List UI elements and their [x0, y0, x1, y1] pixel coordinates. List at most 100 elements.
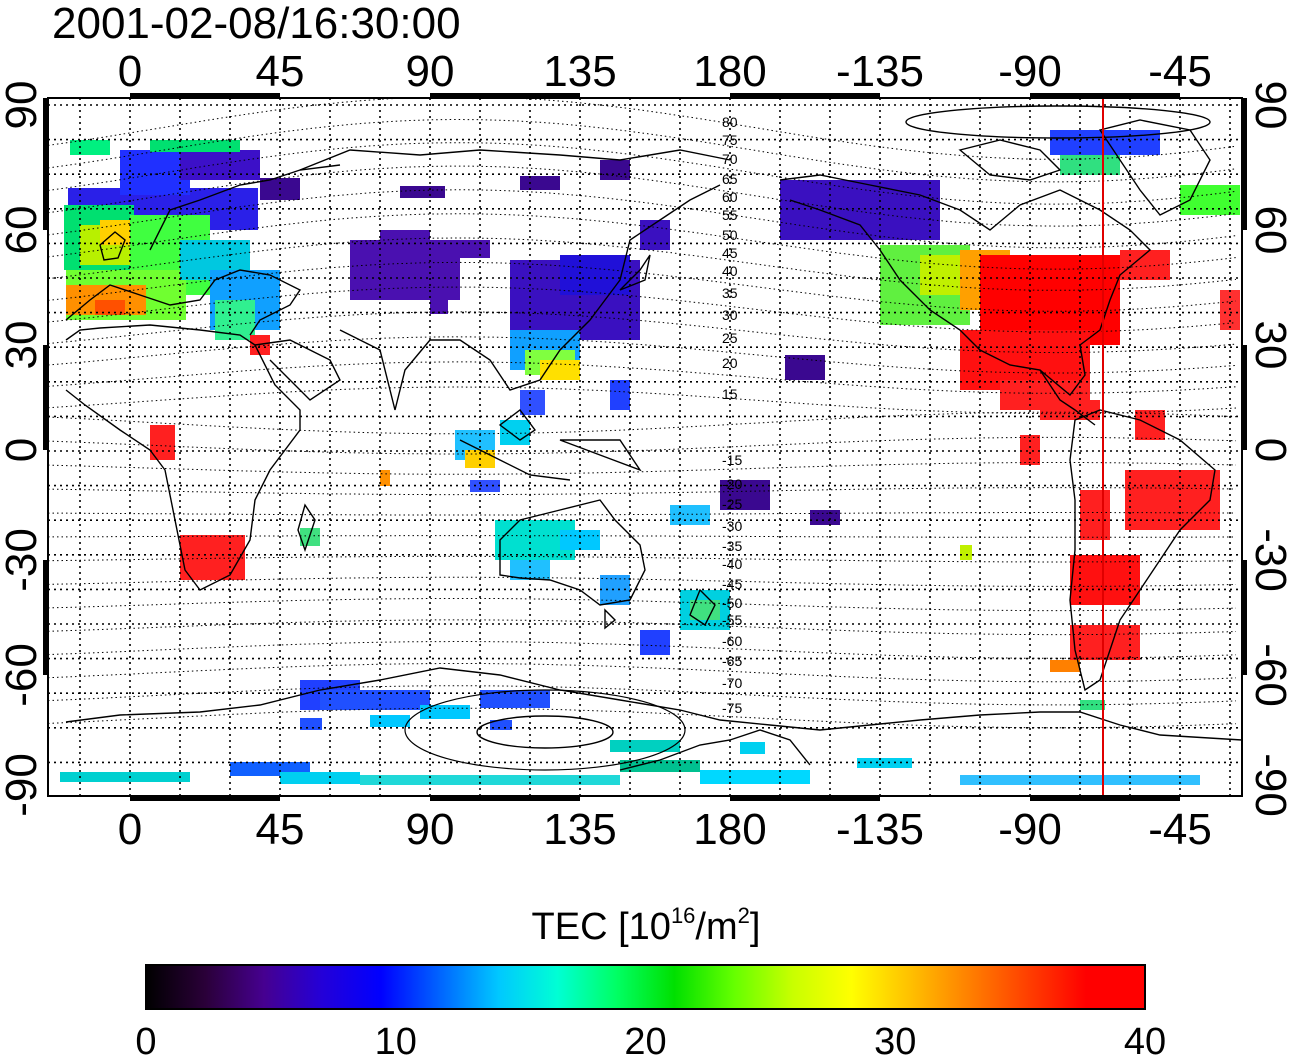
mlat-label: -25 — [722, 496, 742, 512]
mlat-label: 45 — [722, 245, 738, 261]
lat-tick-label-left: 0 — [0, 438, 46, 462]
mlat-label: -45 — [722, 576, 742, 592]
frame-bar — [1241, 345, 1247, 450]
colorbar-tick-label: 0 — [135, 1021, 156, 1057]
mlat-label: 20 — [722, 355, 738, 371]
colorbar-tick-label: 40 — [1124, 1021, 1166, 1057]
lat-tick-label-right: 90 — [1246, 81, 1292, 130]
lon-tick-label-bottom: -90 — [998, 805, 1062, 854]
mlat-label: -65 — [722, 653, 742, 669]
mlat-label: -70 — [722, 675, 742, 691]
lat-tick-label-right: 30 — [1246, 321, 1292, 370]
lat-tick-label-left: 60 — [0, 206, 46, 255]
lon-tick-label-bottom: -135 — [836, 805, 924, 854]
mlat-contour — [48, 462, 1237, 475]
mlat-label: 30 — [722, 307, 738, 323]
lat-tick-label-left: -30 — [0, 528, 46, 592]
colorbar-tick-labels: 0 10 20 30 40 — [135, 1021, 1166, 1057]
lat-tick-label-left: -90 — [0, 753, 46, 817]
frame-ticks — [43, 93, 1247, 801]
lat-lon-grid — [48, 98, 1242, 796]
mlat-label: -75 — [722, 700, 742, 716]
north-magnetic-pole-oval — [905, 105, 1211, 139]
colorbar-tick-label: 30 — [874, 1021, 916, 1057]
colorbar-tick-label: 20 — [624, 1021, 666, 1057]
mlat-contour — [48, 576, 1237, 587]
mlat-contour — [48, 411, 1237, 435]
mlat-label: 25 — [722, 330, 738, 346]
lon-tick-label-top: -90 — [998, 47, 1062, 96]
frame-bar — [43, 560, 49, 675]
mlat-label: 75 — [722, 132, 738, 148]
mlat-contour — [48, 213, 1237, 270]
frame-bar — [1241, 98, 1247, 230]
lon-tick-label-bottom: 90 — [406, 805, 455, 854]
mlat-label: 35 — [722, 285, 738, 301]
frame-bar — [43, 98, 49, 230]
mlat-contour — [48, 261, 1237, 312]
mlat-contour — [48, 311, 1237, 354]
colorbar-title: TEC [1016/m2] — [531, 903, 761, 949]
lon-tick-label-bottom: 0 — [118, 805, 142, 854]
mlat-contour — [48, 641, 1237, 659]
lon-tick-label-top: 180 — [693, 47, 766, 96]
lon-tick-label-top: -45 — [1148, 47, 1212, 96]
lon-tick-label-top: 135 — [543, 47, 616, 96]
mlat-label: 50 — [722, 227, 738, 243]
colorbar — [145, 964, 1146, 1010]
tec-observations — [60, 130, 1240, 785]
mlat-contour — [48, 386, 1237, 415]
tick-labels: 0045459090135135180180-135-135-90-90-45-… — [0, 47, 1292, 854]
mlat-label: -50 — [722, 595, 742, 611]
mlat-label: 40 — [722, 263, 738, 279]
lon-tick-label-top: -135 — [836, 47, 924, 96]
mlat-label: -30 — [722, 518, 742, 534]
mlat-label: 15 — [722, 386, 738, 402]
lon-tick-label-top: 0 — [118, 47, 142, 96]
south-magnetic-pole-oval — [476, 715, 614, 749]
mlat-label: -40 — [722, 556, 742, 572]
frame-bar — [1241, 560, 1247, 675]
mlat-label: 60 — [722, 189, 738, 205]
mlat-contour — [48, 336, 1237, 374]
mlat-contour — [48, 598, 1237, 612]
mlat-label: 80 — [722, 114, 738, 130]
lat-tick-label-right: -30 — [1246, 528, 1292, 592]
mlat-contour — [48, 237, 1237, 291]
mlat-labels: 80 75 70 65 60 55 50 45 40 35 30 25 20 15 -15 -20 -25 -30… — [722, 114, 742, 716]
frame-bar — [1030, 93, 1180, 99]
frame-bar — [1030, 795, 1180, 801]
lat-tick-label-left: 30 — [0, 321, 46, 370]
mlat-contour — [48, 619, 1237, 636]
frame-bar — [730, 93, 880, 99]
mlat-label: -55 — [722, 612, 742, 628]
mlat-contour — [48, 663, 1237, 683]
mlat-label: 70 — [722, 151, 738, 167]
mlat-contour — [48, 707, 1237, 729]
mlat-label: 65 — [722, 171, 738, 187]
frame-bar — [430, 795, 580, 801]
lon-tick-label-top: 90 — [406, 47, 455, 96]
south-auroral-oval — [404, 689, 686, 771]
lat-tick-label-right: -90 — [1246, 753, 1292, 817]
mlat-contour — [48, 487, 1237, 496]
mlat-label: -15 — [722, 452, 742, 468]
frame-bar — [430, 93, 580, 99]
mlat-label: -20 — [722, 476, 742, 492]
magnetic-latitude-contours — [48, 98, 1237, 729]
colorbar-tick-label: 10 — [375, 1021, 417, 1057]
mlat-contour — [48, 512, 1236, 516]
frame-bar — [43, 345, 49, 450]
mlat-contour — [48, 535, 1236, 538]
mlat-label: 55 — [722, 207, 738, 223]
timestamp-title: 2001-02-08/16:30:00 — [52, 0, 461, 48]
lat-tick-label-left: 90 — [0, 81, 46, 130]
lon-tick-label-bottom: -45 — [1148, 805, 1212, 854]
lat-tick-label-right: 60 — [1246, 206, 1292, 255]
lon-tick-label-bottom: 180 — [693, 805, 766, 854]
mlat-contour — [48, 286, 1237, 333]
coastlines — [65, 119, 1242, 771]
mlat-label: -60 — [722, 633, 742, 649]
lat-tick-label-left: -60 — [0, 643, 46, 707]
